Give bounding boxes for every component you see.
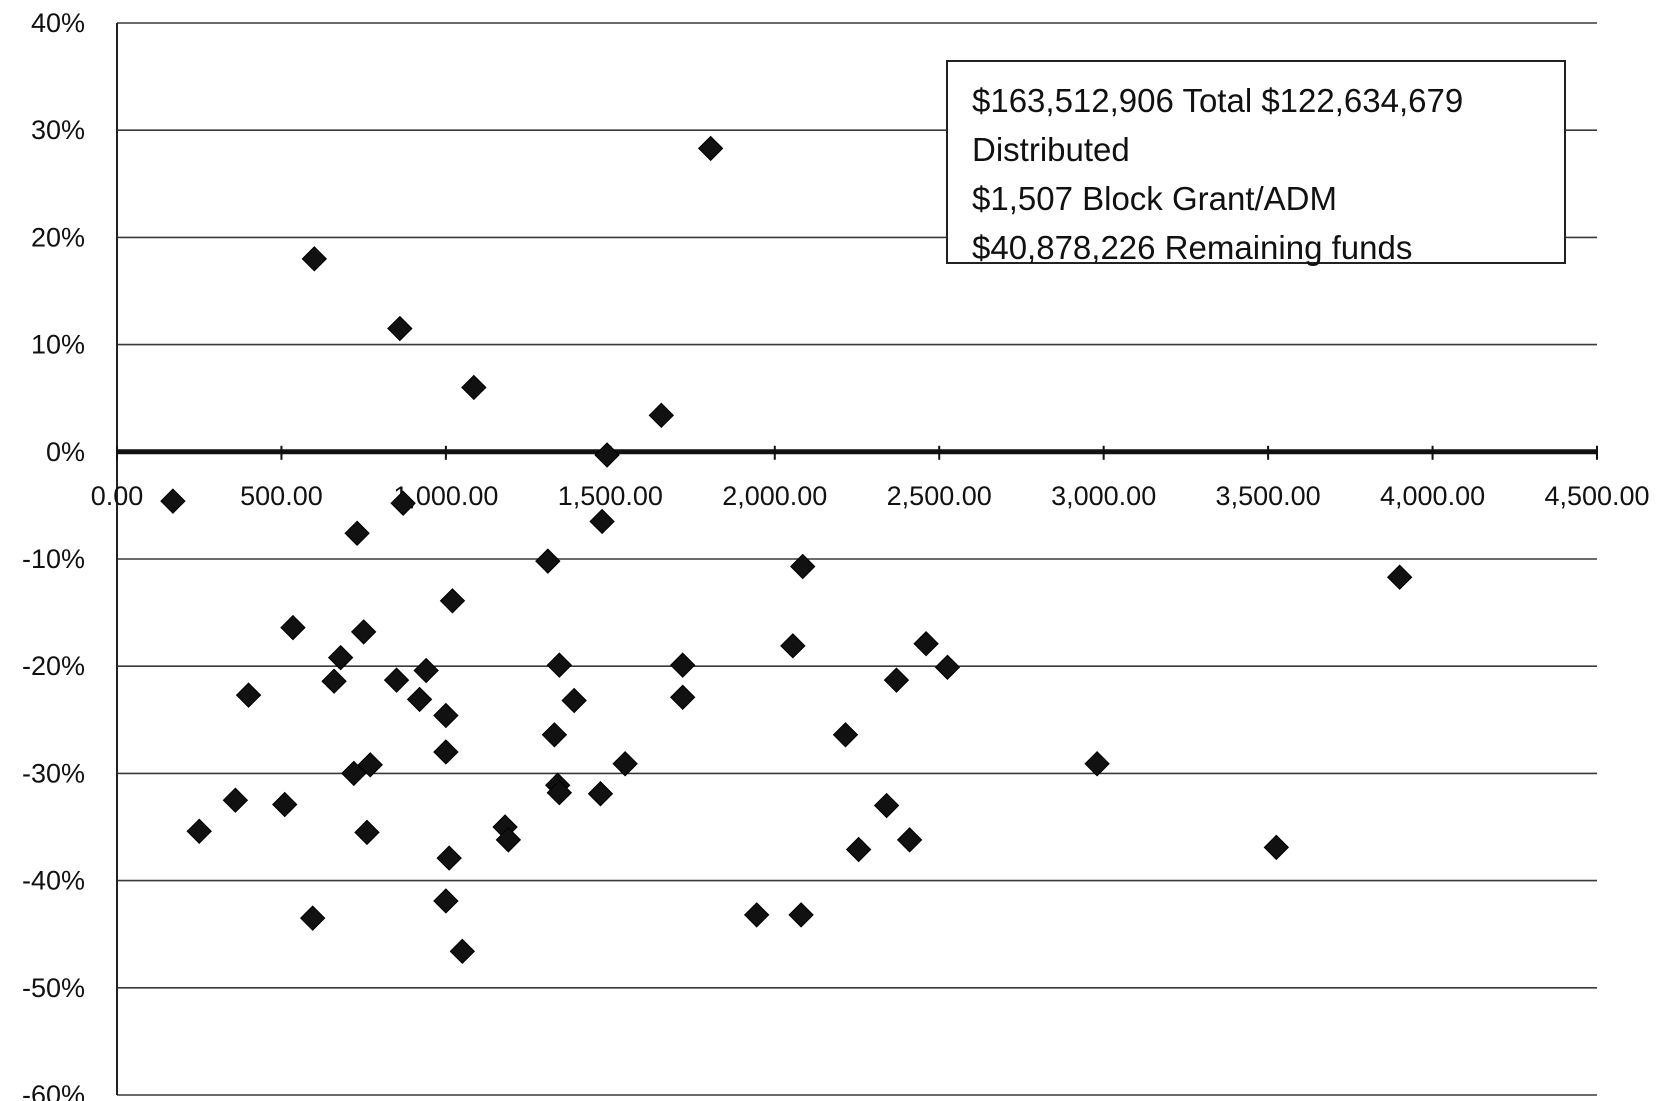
data-point bbox=[913, 630, 939, 657]
x-tick-label: 0.00 bbox=[91, 481, 144, 511]
data-point bbox=[589, 508, 615, 535]
y-tick-label: -40% bbox=[22, 866, 85, 896]
y-tick-label: -50% bbox=[22, 973, 85, 1003]
data-point bbox=[1386, 564, 1413, 590]
data-point bbox=[301, 246, 328, 272]
chart-annotation-box: $163,512,906 Total $122,634,679 Distribu… bbox=[946, 60, 1566, 266]
data-point bbox=[1263, 834, 1290, 861]
x-tick-label: 3,500.00 bbox=[1216, 481, 1321, 511]
data-point bbox=[433, 739, 459, 765]
data-point bbox=[546, 779, 573, 806]
data-point bbox=[648, 402, 675, 429]
data-point bbox=[186, 818, 212, 844]
x-tick-label: 4,000.00 bbox=[1380, 481, 1485, 511]
data-point bbox=[387, 315, 413, 342]
x-tick-label: 2,500.00 bbox=[887, 481, 992, 511]
data-point bbox=[669, 652, 696, 678]
data-point bbox=[587, 781, 614, 807]
y-tick-label: -20% bbox=[22, 651, 85, 681]
data-point bbox=[1084, 751, 1110, 777]
data-point bbox=[354, 819, 380, 846]
y-tick-label: 30% bbox=[31, 115, 85, 145]
data-point bbox=[832, 722, 859, 748]
x-tick-label: 3,000.00 bbox=[1051, 481, 1156, 511]
annotation-line-3: $1,507 Block Grant/ADM bbox=[972, 180, 1337, 217]
data-point bbox=[873, 792, 900, 819]
data-point bbox=[780, 633, 806, 659]
data-point bbox=[449, 938, 476, 965]
data-point bbox=[495, 827, 522, 853]
data-point bbox=[883, 667, 910, 693]
data-point bbox=[436, 845, 462, 871]
data-point bbox=[433, 888, 459, 914]
data-point bbox=[541, 722, 568, 748]
data-point bbox=[413, 657, 439, 684]
data-point bbox=[788, 902, 814, 928]
data-point bbox=[299, 905, 326, 931]
data-points bbox=[160, 135, 1413, 965]
data-point bbox=[222, 787, 249, 813]
x-tick-label: 1,500.00 bbox=[558, 481, 663, 511]
data-point bbox=[321, 668, 347, 694]
data-point bbox=[535, 548, 561, 574]
data-point bbox=[697, 135, 724, 162]
data-point bbox=[896, 827, 923, 853]
annotation-line-1: $163,512,906 Total $122,634,679 bbox=[972, 82, 1464, 119]
y-tick-label: 10% bbox=[31, 330, 85, 360]
data-point bbox=[390, 490, 416, 516]
data-point bbox=[272, 791, 298, 818]
x-tick-label: 4,500.00 bbox=[1544, 481, 1649, 511]
y-tick-label: 20% bbox=[31, 222, 85, 252]
data-point bbox=[594, 442, 620, 468]
y-tick-labels: 40% 30% 20% 10% 0% -10% -20% -30% -40% -50% -60% bbox=[22, 8, 85, 1101]
axes bbox=[116, 23, 1598, 1095]
data-point bbox=[406, 686, 433, 713]
x-tick-label: 2,000.00 bbox=[722, 481, 827, 511]
annotation-line-4: $40,878,226 Remaining funds bbox=[972, 229, 1413, 266]
data-point bbox=[350, 619, 377, 645]
data-point bbox=[934, 654, 961, 680]
data-point bbox=[743, 902, 770, 928]
y-tick-label: 40% bbox=[31, 8, 85, 38]
annotation-line-2: Distributed bbox=[972, 131, 1130, 168]
data-point bbox=[357, 752, 383, 778]
data-point bbox=[790, 553, 816, 580]
data-point bbox=[235, 682, 262, 708]
data-point bbox=[561, 687, 587, 714]
data-point bbox=[341, 760, 367, 787]
data-point bbox=[280, 614, 306, 641]
data-point bbox=[439, 588, 466, 614]
data-point bbox=[669, 684, 696, 710]
x-tick-label: 500.00 bbox=[240, 481, 323, 511]
data-point bbox=[160, 488, 186, 514]
y-tick-label: -60% bbox=[22, 1080, 85, 1101]
y-tick-label: 0% bbox=[46, 437, 85, 467]
data-point bbox=[461, 374, 487, 401]
data-point bbox=[327, 644, 354, 671]
y-tick-label: -10% bbox=[22, 544, 85, 574]
data-point bbox=[344, 520, 370, 546]
y-tick-label: -30% bbox=[22, 758, 85, 788]
data-point bbox=[612, 751, 638, 777]
x-tick-labels: 0.00 500.00 1,000.00 1,500.00 2,000.00 2,500.… bbox=[91, 481, 1650, 511]
data-point bbox=[383, 667, 410, 693]
data-point bbox=[433, 702, 459, 729]
data-point bbox=[546, 652, 573, 678]
data-point bbox=[845, 836, 872, 863]
